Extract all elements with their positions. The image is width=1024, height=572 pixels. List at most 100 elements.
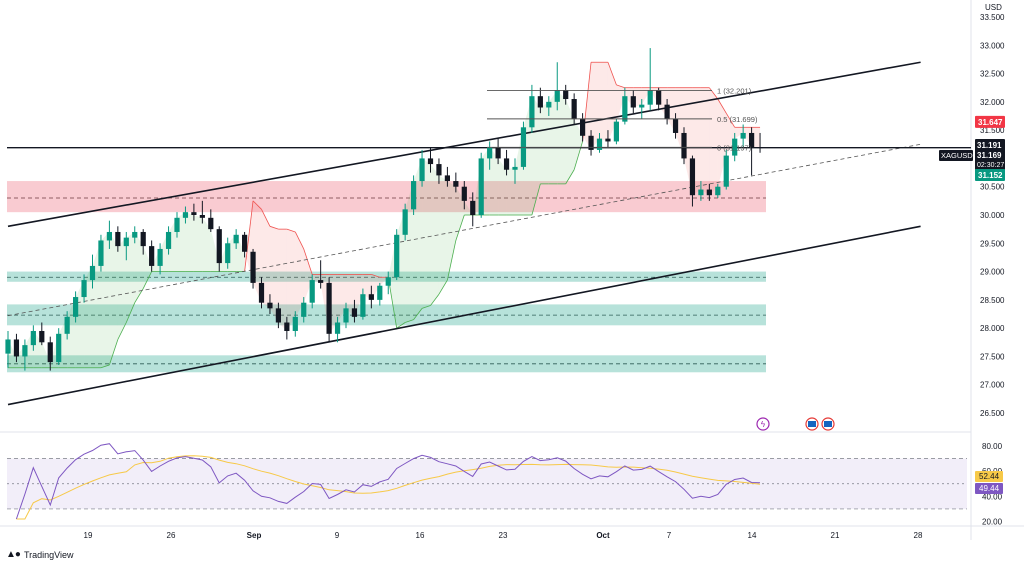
price-tick-label: 32.000 xyxy=(980,98,1005,107)
candle-body xyxy=(596,138,603,150)
trailing-band-fill xyxy=(422,158,431,309)
candle-body xyxy=(419,158,425,182)
trailing-stop-line xyxy=(286,228,296,233)
trailing-stop-line xyxy=(717,98,727,114)
trailing-stop-line xyxy=(413,308,423,320)
trailing-band-fill xyxy=(185,212,194,272)
candle-body xyxy=(529,96,535,128)
trailing-stop-line xyxy=(565,169,575,185)
rsi-ma-tag: 49.44 xyxy=(979,484,1000,493)
fib-level-label: 0.5 (31.699) xyxy=(717,115,758,124)
trailing-band-fill xyxy=(548,90,558,184)
candle-body xyxy=(444,175,450,182)
candle-body xyxy=(537,96,543,108)
candle-body xyxy=(149,246,155,266)
candle-body xyxy=(334,322,341,334)
candle-body xyxy=(56,333,62,363)
dividend-event-icon[interactable] xyxy=(756,417,770,431)
candle-body xyxy=(698,189,704,196)
candle-body xyxy=(495,147,501,159)
candle-body xyxy=(123,237,129,247)
trailing-band-fill xyxy=(717,99,727,187)
candle-body xyxy=(588,135,594,150)
channel-lower-line[interactable] xyxy=(7,225,921,406)
trailing-band-fill xyxy=(557,90,566,184)
candle-body xyxy=(165,231,172,249)
candle-body xyxy=(5,339,11,354)
channel-upper-line[interactable] xyxy=(7,61,921,228)
trailing-stop-line xyxy=(109,339,119,366)
price-tick-label: 27.500 xyxy=(980,352,1005,361)
candle-body xyxy=(343,308,349,323)
candle-body xyxy=(681,132,687,159)
last-price-label: 31.191 xyxy=(977,141,1002,150)
trailing-stop-line xyxy=(269,225,279,230)
currency-label: USD xyxy=(985,3,1002,12)
price-tick-label: 29.500 xyxy=(980,239,1005,248)
candle-body xyxy=(208,217,214,230)
candle-body xyxy=(22,345,28,357)
time-tick-label: Sep xyxy=(247,531,262,540)
candle-body xyxy=(132,231,138,238)
demand-zone xyxy=(7,271,766,282)
trailing-band-fill xyxy=(700,87,710,196)
candle-body xyxy=(715,186,721,196)
candle-body xyxy=(656,90,662,105)
event-icons[interactable]: ϟ xyxy=(756,417,835,431)
candle-body xyxy=(47,342,53,363)
candle-body xyxy=(554,90,560,102)
time-tick-label: 28 xyxy=(914,531,923,540)
trailing-stop-line xyxy=(455,214,465,241)
candle-body xyxy=(706,189,712,196)
candle-body xyxy=(605,138,611,142)
tradingview-logo[interactable]: ▲● TradingView xyxy=(6,549,73,560)
candle-body xyxy=(546,101,552,108)
candle-body xyxy=(622,96,628,122)
candle-body xyxy=(275,308,281,323)
trailing-stop-line xyxy=(725,112,736,128)
trailing-band-fill xyxy=(286,229,296,331)
candle-body xyxy=(267,302,273,309)
trailing-stop-line xyxy=(607,62,617,86)
candle-body xyxy=(115,231,121,247)
price-tick-label: 27.000 xyxy=(980,381,1005,390)
upper-price-tag-bg xyxy=(975,115,1005,128)
candle-body xyxy=(360,294,366,317)
trailing-band-fill xyxy=(126,231,135,323)
candle-body xyxy=(664,104,670,119)
candle-body xyxy=(233,234,239,244)
rsi-tick-label: 20.00 xyxy=(982,517,1003,526)
price-tick-label: 33.000 xyxy=(980,41,1005,50)
price-tick-label: 29.000 xyxy=(980,268,1005,277)
trailing-stop-line xyxy=(252,200,262,210)
trailing-band-fill xyxy=(574,118,583,170)
candle-body xyxy=(436,164,442,176)
time-tick-label: 23 xyxy=(499,531,508,540)
trailing-band-fill xyxy=(565,99,575,184)
candle-body xyxy=(81,280,87,298)
channel-mid-line[interactable] xyxy=(7,143,921,317)
trailing-stop-line xyxy=(125,302,136,323)
rsi-value-tag-bg xyxy=(975,471,1003,482)
us-flag-icon-2 xyxy=(824,421,832,427)
candle-body xyxy=(73,297,79,317)
trailing-band-fill xyxy=(726,113,735,156)
trailing-stop-line xyxy=(616,84,625,89)
trailing-band-fill xyxy=(438,175,448,295)
candle-body xyxy=(757,147,763,149)
candle-body xyxy=(563,90,569,100)
trailing-stop-line xyxy=(531,183,541,216)
candle-body xyxy=(749,132,755,148)
candle-body xyxy=(157,248,163,266)
trailing-stop-line xyxy=(244,200,254,272)
trailing-stop-line xyxy=(405,319,414,323)
candle-body xyxy=(411,181,417,210)
trailing-band-fill xyxy=(498,158,507,215)
time-tick-label: 16 xyxy=(416,531,425,540)
last-price-tag-bg xyxy=(975,139,1005,170)
candle-body xyxy=(394,234,400,278)
trailing-band-fill xyxy=(303,248,313,303)
candle-body xyxy=(309,280,315,303)
